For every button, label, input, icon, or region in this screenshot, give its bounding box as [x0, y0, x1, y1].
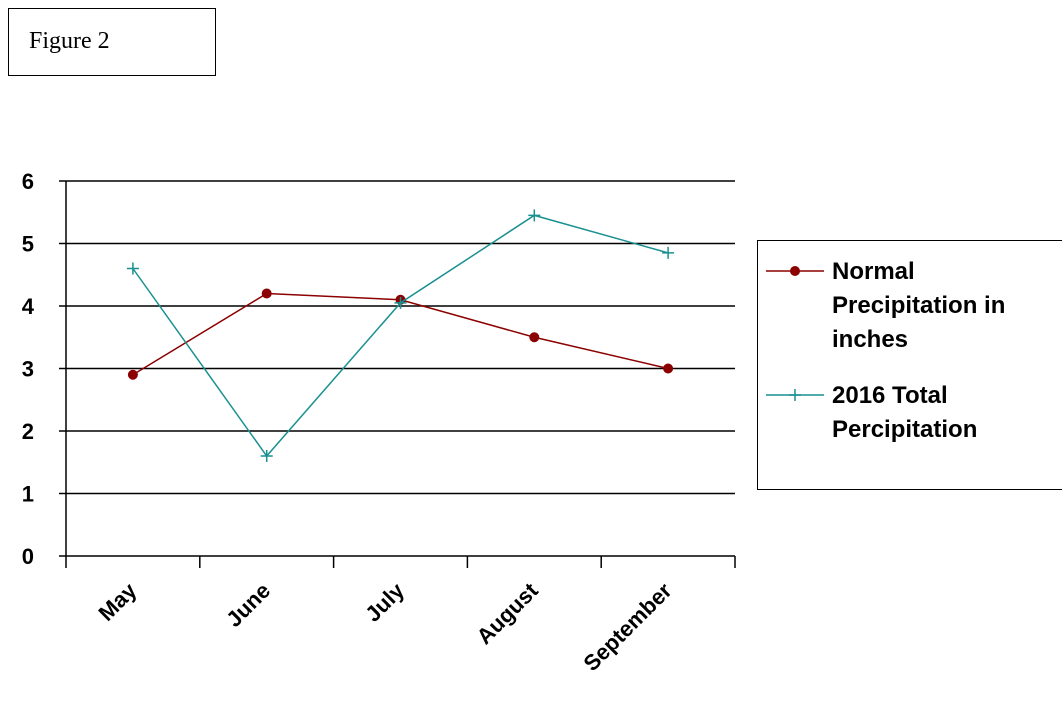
- series-line: [132, 214, 669, 458]
- data-point: [662, 246, 675, 259]
- legend-marker: [790, 266, 800, 276]
- data-point: [663, 363, 674, 374]
- y-tick-label: 5: [22, 232, 34, 257]
- legend-label: inches: [832, 326, 908, 353]
- x-tick-labels: May June July August September: [93, 577, 676, 676]
- legend-label: Percipitation: [832, 416, 977, 443]
- axes: [59, 180, 736, 568]
- legend-label: 2016 Total: [832, 382, 948, 409]
- y-tick-label: 1: [22, 482, 34, 507]
- x-tick-label: September: [579, 578, 677, 676]
- y-tick-labels: 0 1 2 3 4 5 6: [22, 169, 35, 569]
- x-tick-label: August: [472, 577, 544, 649]
- figure-label: Figure 2: [29, 28, 110, 54]
- legend: Normal Precipitation in inches 2016 Total Pe…: [766, 258, 1005, 443]
- legend-marker: [789, 389, 801, 401]
- data-point: [394, 296, 407, 309]
- x-tick-label: May: [93, 577, 141, 625]
- x-tick-label: July: [360, 577, 409, 626]
- figure-label-box: Figure 2: [8, 8, 216, 76]
- x-tick-label: June: [221, 578, 275, 632]
- series: [126, 209, 675, 462]
- series-2: [126, 209, 675, 462]
- grid-lines: [66, 180, 735, 495]
- legend-label: Precipitation in: [832, 292, 1005, 319]
- data-point: [529, 332, 540, 343]
- y-tick-label: 3: [22, 357, 34, 382]
- y-tick-label: 2: [22, 419, 34, 444]
- legend-label: Normal: [832, 258, 915, 285]
- data-point: [126, 262, 139, 275]
- legend-box: [757, 240, 1062, 490]
- data-point: [260, 450, 273, 462]
- y-tick-label: 0: [22, 544, 34, 569]
- data-point: [261, 288, 272, 299]
- y-tick-label: 4: [22, 294, 35, 319]
- legend-item-2: 2016 Total Percipitation: [766, 382, 977, 443]
- data-point: [528, 209, 541, 222]
- y-tick-label: 6: [22, 169, 34, 194]
- legend-item-1: Normal Precipitation in inches: [766, 258, 1005, 353]
- data-point: [127, 369, 138, 380]
